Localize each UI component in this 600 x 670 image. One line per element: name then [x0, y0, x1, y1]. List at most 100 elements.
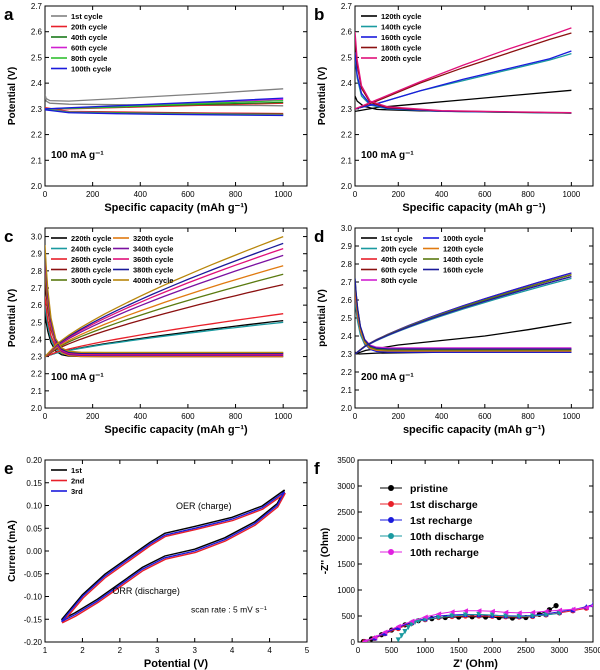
x-tick-label: 4 — [230, 646, 235, 655]
x-tick-label: 2 — [80, 646, 85, 655]
legend-label: 20th cycle — [381, 245, 417, 254]
data-point — [402, 629, 408, 635]
y-tick-label: 2.5 — [341, 314, 353, 323]
y-tick-label: 2.4 — [341, 332, 353, 341]
legend-label: 1st — [71, 466, 82, 475]
data-point — [489, 608, 495, 614]
discharge-curve — [355, 31, 572, 114]
legend-label: 220th cycle — [71, 234, 111, 243]
charge-curve — [45, 242, 284, 358]
panel-letter: a — [4, 5, 14, 24]
x-tick-label: 3 — [155, 646, 160, 655]
data-point — [399, 633, 405, 639]
charge-curve — [45, 254, 284, 358]
y-tick-label: 2.7 — [31, 2, 43, 11]
y-tick-label: 2.6 — [31, 301, 43, 310]
legend-label: 160th cycle — [443, 266, 483, 275]
discharge-curve — [45, 279, 284, 355]
x-tick-label: 1 — [43, 646, 48, 655]
x-tick-label: 400 — [134, 190, 148, 199]
x-axis-label: specific capacity (mAh g⁻¹) — [403, 424, 545, 436]
legend-label: 40th cycle — [381, 255, 417, 264]
y-tick-label: 2.0 — [31, 404, 43, 413]
y-axis-label: -Z'' (Ohm) — [320, 528, 331, 574]
legend-label: pristine — [410, 483, 448, 495]
x-tick-label: 800 — [521, 190, 535, 199]
legend-label: 1st discharge — [410, 499, 478, 511]
charge-curve — [355, 275, 572, 355]
y-tick-label: 2500 — [337, 508, 355, 517]
y-tick-label: 1500 — [337, 560, 355, 569]
cv-loop-1st — [60, 489, 286, 621]
x-tick-label: 400 — [134, 412, 148, 421]
y-tick-label: 2.3 — [31, 105, 43, 114]
data-point — [405, 624, 411, 631]
y-tick-label: 0.10 — [26, 502, 42, 511]
y-tick-label: 2.5 — [341, 53, 353, 62]
rate-annotation: 200 mA g⁻¹ — [361, 372, 414, 383]
discharge-curve — [45, 109, 284, 117]
panel-letter: b — [314, 5, 324, 24]
x-axis-label: Specific capacity (mAh g⁻¹) — [104, 424, 248, 436]
y-tick-label: 2.1 — [31, 387, 43, 396]
data-point — [556, 607, 563, 613]
x-tick-label: 1000 — [274, 190, 292, 199]
legend-label: 300th cycle — [71, 276, 111, 285]
legend-marker — [388, 517, 394, 523]
legend-label: 140th cycle — [381, 23, 421, 32]
x-tick-label: 3500 — [584, 646, 600, 655]
x-tick-label: 1000 — [562, 190, 580, 199]
charge-curve — [45, 283, 284, 358]
rate-annotation: 100 mA g⁻¹ — [51, 150, 104, 161]
data-point — [462, 608, 469, 614]
legend-label: 60th cycle — [381, 266, 417, 275]
x-tick-label: 1500 — [450, 646, 468, 655]
charge-curve — [45, 235, 284, 358]
cv-loop-2nd — [61, 492, 286, 624]
plot-area — [60, 489, 286, 624]
discharge-curve — [355, 278, 572, 351]
y-tick-label: 2.1 — [31, 156, 43, 165]
legend-label: 40th cycle — [71, 33, 107, 42]
data-point — [409, 618, 415, 624]
y-axis-label: Current (mA) — [7, 520, 18, 582]
rate-annotation: 100 mA g⁻¹ — [361, 150, 414, 161]
plot-frame — [44, 459, 308, 643]
panel-letter: f — [314, 459, 320, 478]
legend-label: 80th cycle — [71, 54, 107, 63]
legend-label: 100th cycle — [71, 65, 111, 74]
data-point — [435, 614, 442, 621]
y-tick-label: 2.2 — [31, 131, 43, 140]
plot-area — [355, 27, 572, 114]
legend-label: 20th cycle — [71, 23, 107, 32]
legend-label: 120th cycle — [381, 12, 421, 21]
x-tick-label: 0 — [43, 190, 48, 199]
plot-area — [360, 601, 593, 642]
data-point — [476, 608, 482, 614]
x-tick-label: 0 — [353, 412, 358, 421]
y-tick-label: 2000 — [337, 534, 355, 543]
x-tick-label: 800 — [229, 412, 243, 421]
x-tick-label: 200 — [86, 190, 100, 199]
data-point — [543, 612, 549, 618]
data-point — [503, 609, 509, 615]
data-point — [529, 609, 536, 615]
y-tick-label: 2.2 — [341, 368, 353, 377]
x-tick-label: 0 — [43, 412, 48, 421]
data-point — [449, 613, 455, 619]
legend-marker — [388, 501, 394, 507]
x-tick-label: 800 — [521, 412, 535, 421]
legend-marker — [388, 533, 394, 539]
legend-label: 10th recharge — [410, 547, 479, 559]
legend-label: 10th discharge — [410, 531, 484, 543]
data-point — [469, 614, 475, 620]
y-tick-label: 2.2 — [31, 370, 43, 379]
data-point — [543, 608, 549, 614]
discharge-curve — [355, 281, 572, 353]
x-tick-label: 600 — [478, 190, 492, 199]
x-tick-label: 1000 — [274, 412, 292, 421]
data-point — [382, 629, 388, 635]
y-tick-label: 3.0 — [341, 224, 353, 233]
data-point — [570, 606, 576, 612]
charge-curve — [45, 265, 284, 358]
